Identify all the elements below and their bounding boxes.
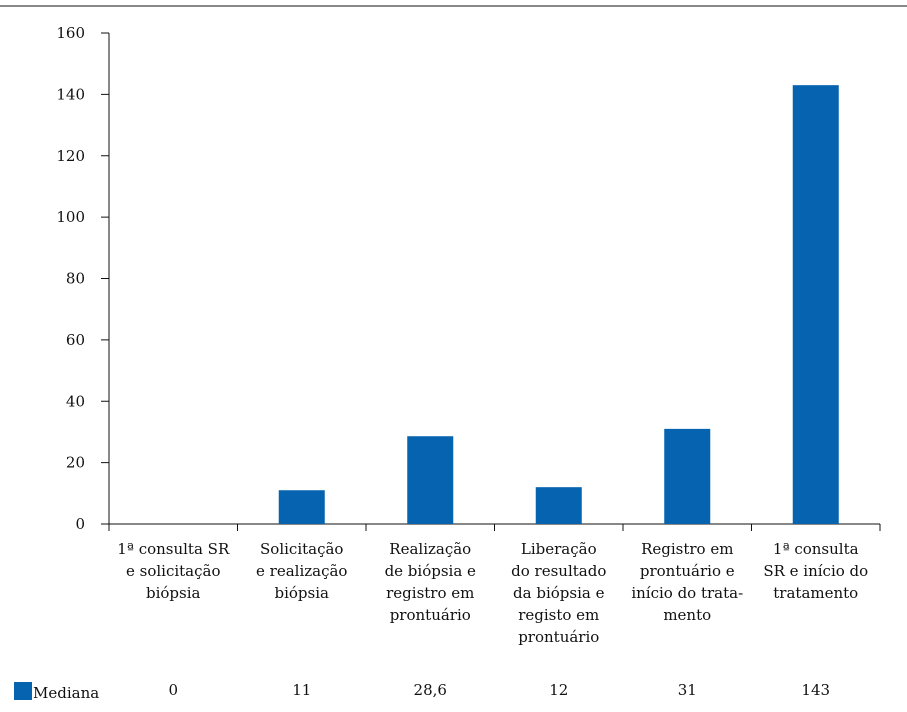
category-label-line: biópsia <box>146 584 201 602</box>
y-tick-label: 140 <box>56 85 85 103</box>
legend-swatch <box>14 682 32 700</box>
bar <box>278 490 325 524</box>
category-label-line: prontuário e <box>640 562 735 580</box>
data-value-label: 0 <box>168 681 178 699</box>
category-label-line: SR e início do <box>763 562 868 580</box>
category-label: Realização de biópsia e registro em prontuá… <box>385 540 476 624</box>
category-label-line: registro em <box>386 584 474 602</box>
y-tick-label: 80 <box>66 270 85 288</box>
category-label-line: registo em <box>518 606 599 624</box>
category-label-line: da biópsia e <box>513 584 605 602</box>
y-tick-label: 120 <box>56 147 85 165</box>
category-label-line: biópsia <box>275 584 330 602</box>
category-label-line: prontuário <box>390 606 471 624</box>
y-tick-label: 20 <box>66 454 85 472</box>
category-label-line: Liberação <box>521 540 597 558</box>
category-label: Liberação do resultado da biópsia e registo… <box>511 540 606 646</box>
x-axis <box>108 523 881 531</box>
data-value-label: 11 <box>292 681 311 699</box>
bar <box>664 428 711 524</box>
category-label-line: prontuário <box>518 628 599 646</box>
y-axis: 0 20 40 60 80 100 120 140 160 <box>56 24 110 533</box>
data-value-label: 143 <box>801 681 830 699</box>
bar <box>792 85 839 524</box>
y-tick-label: 0 <box>75 515 85 533</box>
bars <box>278 85 839 524</box>
data-value-label: 12 <box>549 681 568 699</box>
category-label-line: de biópsia e <box>385 562 476 580</box>
bar <box>535 487 582 524</box>
y-tick-label: 160 <box>56 24 85 42</box>
bar <box>407 436 454 524</box>
legend-table: Mediana 0 11 28,6 12 31 143 <box>14 681 830 702</box>
category-label-line: Solicitação <box>260 540 343 558</box>
category-label-line: Registro em <box>641 540 733 558</box>
category-label: Registro em prontuário e início do trata-m… <box>631 540 743 624</box>
y-tick-label: 60 <box>66 331 85 349</box>
y-tick-label: 100 <box>56 208 85 226</box>
category-label-line: início do trata- <box>631 584 743 602</box>
category-label: Solicitação e realização biópsia <box>256 540 347 602</box>
category-label-line: e realização <box>256 562 347 580</box>
category-labels: 1ª consulta SR e solicitação biópsiaSolici… <box>117 540 868 646</box>
category-label-line: do resultado <box>511 562 606 580</box>
category-label-line: 1ª consulta SR <box>117 540 230 558</box>
category-label-line: 1ª consulta <box>773 540 859 558</box>
data-value-label: 28,6 <box>414 681 447 699</box>
y-tick-label: 40 <box>66 392 85 410</box>
category-label-line: Realização <box>389 540 471 558</box>
data-value-label: 31 <box>678 681 697 699</box>
category-label-line: mento <box>663 606 711 624</box>
category-label: 1ª consulta SR e solicitação biópsia <box>117 540 230 602</box>
category-label-line: e solicitação <box>126 562 221 580</box>
category-label-line: tratamento <box>773 584 858 602</box>
category-label: 1ª consulta SR e início do tratamento <box>763 540 868 602</box>
legend-label: Mediana <box>33 684 99 702</box>
